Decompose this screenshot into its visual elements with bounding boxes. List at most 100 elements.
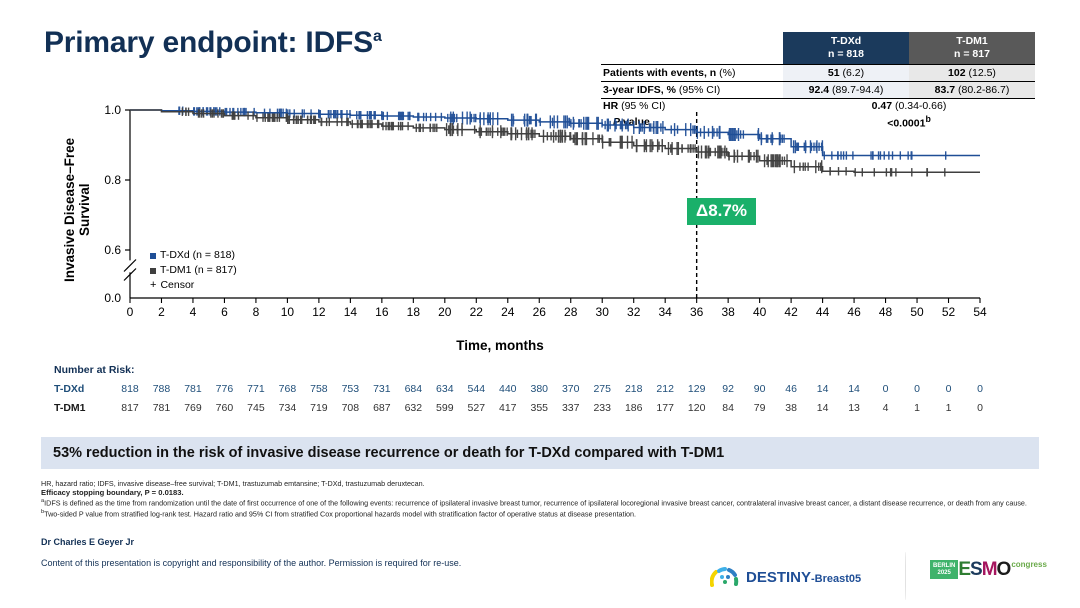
legend-label-tdm1: T-DM1 (n = 817) [160,264,237,276]
risk-value: 771 [247,383,265,395]
svg-text:34: 34 [659,305,673,319]
risk-value: 233 [593,402,611,414]
risk-value: 79 [753,402,766,414]
results-cell-idfs-tdxd-bold: 92.4 [808,84,830,96]
table-row: T-DXd 818 788 781 776 771 768 758 753 731 684 634 5… [54,383,1014,402]
legend-marker-tdm1-icon [150,267,156,274]
esmo-congress-logo: BERLIN 2025 ESMO congress [930,560,1047,579]
page-title: Primary endpoint: IDFSa [44,26,382,60]
risk-value: 753 [341,383,360,395]
results-cell-idfs-tdm1: 83.7 (80.2-86.7) [909,81,1035,99]
risk-value: 275 [593,383,611,395]
esmo-city-badge: BERLIN 2025 [930,560,959,579]
risk-value: 92 [722,383,734,395]
svg-text:26: 26 [533,305,547,319]
svg-text:16: 16 [375,305,389,319]
risk-value: 818 [121,383,139,395]
legend-item-censor: + Censor [150,278,237,293]
footnote-text-a: IDFS is defined as the time from randomi… [44,498,1027,508]
table-row: Patients with events, n (%) 51 (6.2) 102… [601,64,1035,82]
footnote-definitions: aIDFS is defined as the time from random… [41,497,1041,518]
risk-value: 84 [722,402,734,414]
legend-label-tdxd: T-DXd (n = 818) [160,249,235,261]
risk-value: 417 [499,402,517,414]
svg-text:48: 48 [879,305,893,319]
svg-text:0.6: 0.6 [104,243,121,257]
risk-value: 719 [310,402,328,414]
results-cell-pvalue-bold: <0.0001 [887,117,926,130]
results-row-label-idfs: 3-year IDFS, % (95% CI) [601,81,783,99]
risk-row-name-tdm1: T-DM1 [54,402,86,414]
svg-text:30: 30 [596,305,610,319]
results-row-label-idfs-bold: 3-year IDFS, % [603,84,676,96]
risk-value: 817 [121,402,139,414]
risk-value: 776 [215,383,234,395]
number-at-risk-table: Number at Risk: T-DXd 818 788 781 776 771 768… [54,364,1014,421]
risk-value: 4 [882,402,889,414]
risk-value: 745 [247,402,265,414]
table-row: HR (95 % CI) 0.47 (0.34-0.66) [601,98,1035,113]
risk-value: 781 [152,402,171,414]
svg-text:24: 24 [501,305,515,319]
destiny-logo-text: DESTINY-Breast05 [746,569,861,586]
legend-marker-tdxd-icon [150,252,156,259]
results-table-corner-cell [601,32,783,65]
svg-text:32: 32 [627,305,641,319]
svg-text:6: 6 [221,305,228,319]
risk-value: 370 [561,383,580,395]
results-table-header-tdm1: T-DM1 n = 817 [909,32,1035,65]
svg-text:42: 42 [784,305,798,319]
conclusion-banner: 53% reduction in the risk of invasive di… [41,437,1039,469]
risk-value: 14 [816,402,829,414]
risk-value: 634 [436,383,454,395]
destiny-mark-icon [710,567,739,587]
page-title-superscript: a [372,28,382,45]
results-cell-events-tdxd-rest: (6.2) [839,67,865,79]
km-curve-svg: 1.00.80.60.00 2 4 6 8 10 12 14 16 18 20 22 24 26 28 30 3… [104,103,987,319]
risk-value: 758 [310,383,328,395]
esmo-year: 2025 [937,569,951,576]
results-cell-idfs-tdxd-rest: (89.7-94.4) [829,84,884,96]
risk-value: 0 [977,383,983,395]
svg-text:0: 0 [127,305,134,319]
svg-text:8: 8 [253,305,260,319]
legend-label-censor: Censor [160,279,195,291]
x-axis-title: Time, months [456,338,544,353]
results-cell-hr-value: 0.47 (0.34-0.66) [783,98,1035,113]
results-row-label-hr-bold: HR [603,100,619,112]
risk-value: 46 [785,383,797,395]
svg-text:4: 4 [190,305,197,319]
risk-value: 14 [816,383,829,395]
risk-value: 380 [530,383,549,395]
risk-value: 1 [914,402,920,414]
results-header-tdm1-n: n = 817 [954,48,990,60]
results-cell-events-tdxd: 51 (6.2) [783,64,909,82]
destiny-logo-sub: -Breast05 [811,572,862,585]
legend-marker-censor-icon: + [150,279,157,291]
number-at-risk-title: Number at Risk: [54,364,135,376]
risk-value: 781 [184,383,202,395]
results-row-label-hr-rest: (95 % CI) [618,100,666,112]
footnote-text-b: Two-sided P value from stratified log-ra… [44,509,637,519]
logo-divider [905,552,907,600]
risk-value: 734 [278,402,297,414]
svg-text:38: 38 [721,305,735,319]
risk-value: 129 [687,383,706,395]
footnote-stopping-boundary: Efficacy stopping boundary, P = 0.0183. [41,488,184,498]
risk-value: 38 [785,402,797,414]
results-table: T-DXd n = 818 T-DM1 n = 817 Patients wit… [601,32,1035,131]
results-table-header-tdxd: T-DXd n = 818 [783,32,909,65]
svg-text:36: 36 [690,305,704,319]
conclusion-text: 53% reduction in the risk of invasive di… [53,445,725,461]
risk-value: 355 [530,402,549,414]
risk-value: 440 [499,383,517,395]
destiny-breast05-logo: DESTINY-Breast05 [710,565,861,589]
risk-value: 731 [373,383,391,395]
svg-text:0.0: 0.0 [104,291,121,305]
results-header-tdm1-name: T-DM1 [956,35,988,47]
results-row-label-events-bold: Patients with events, n [603,67,717,79]
svg-text:22: 22 [470,305,484,319]
svg-text:40: 40 [753,305,767,319]
risk-value: 90 [753,383,766,395]
esmo-congress-word: congress [1011,560,1047,569]
